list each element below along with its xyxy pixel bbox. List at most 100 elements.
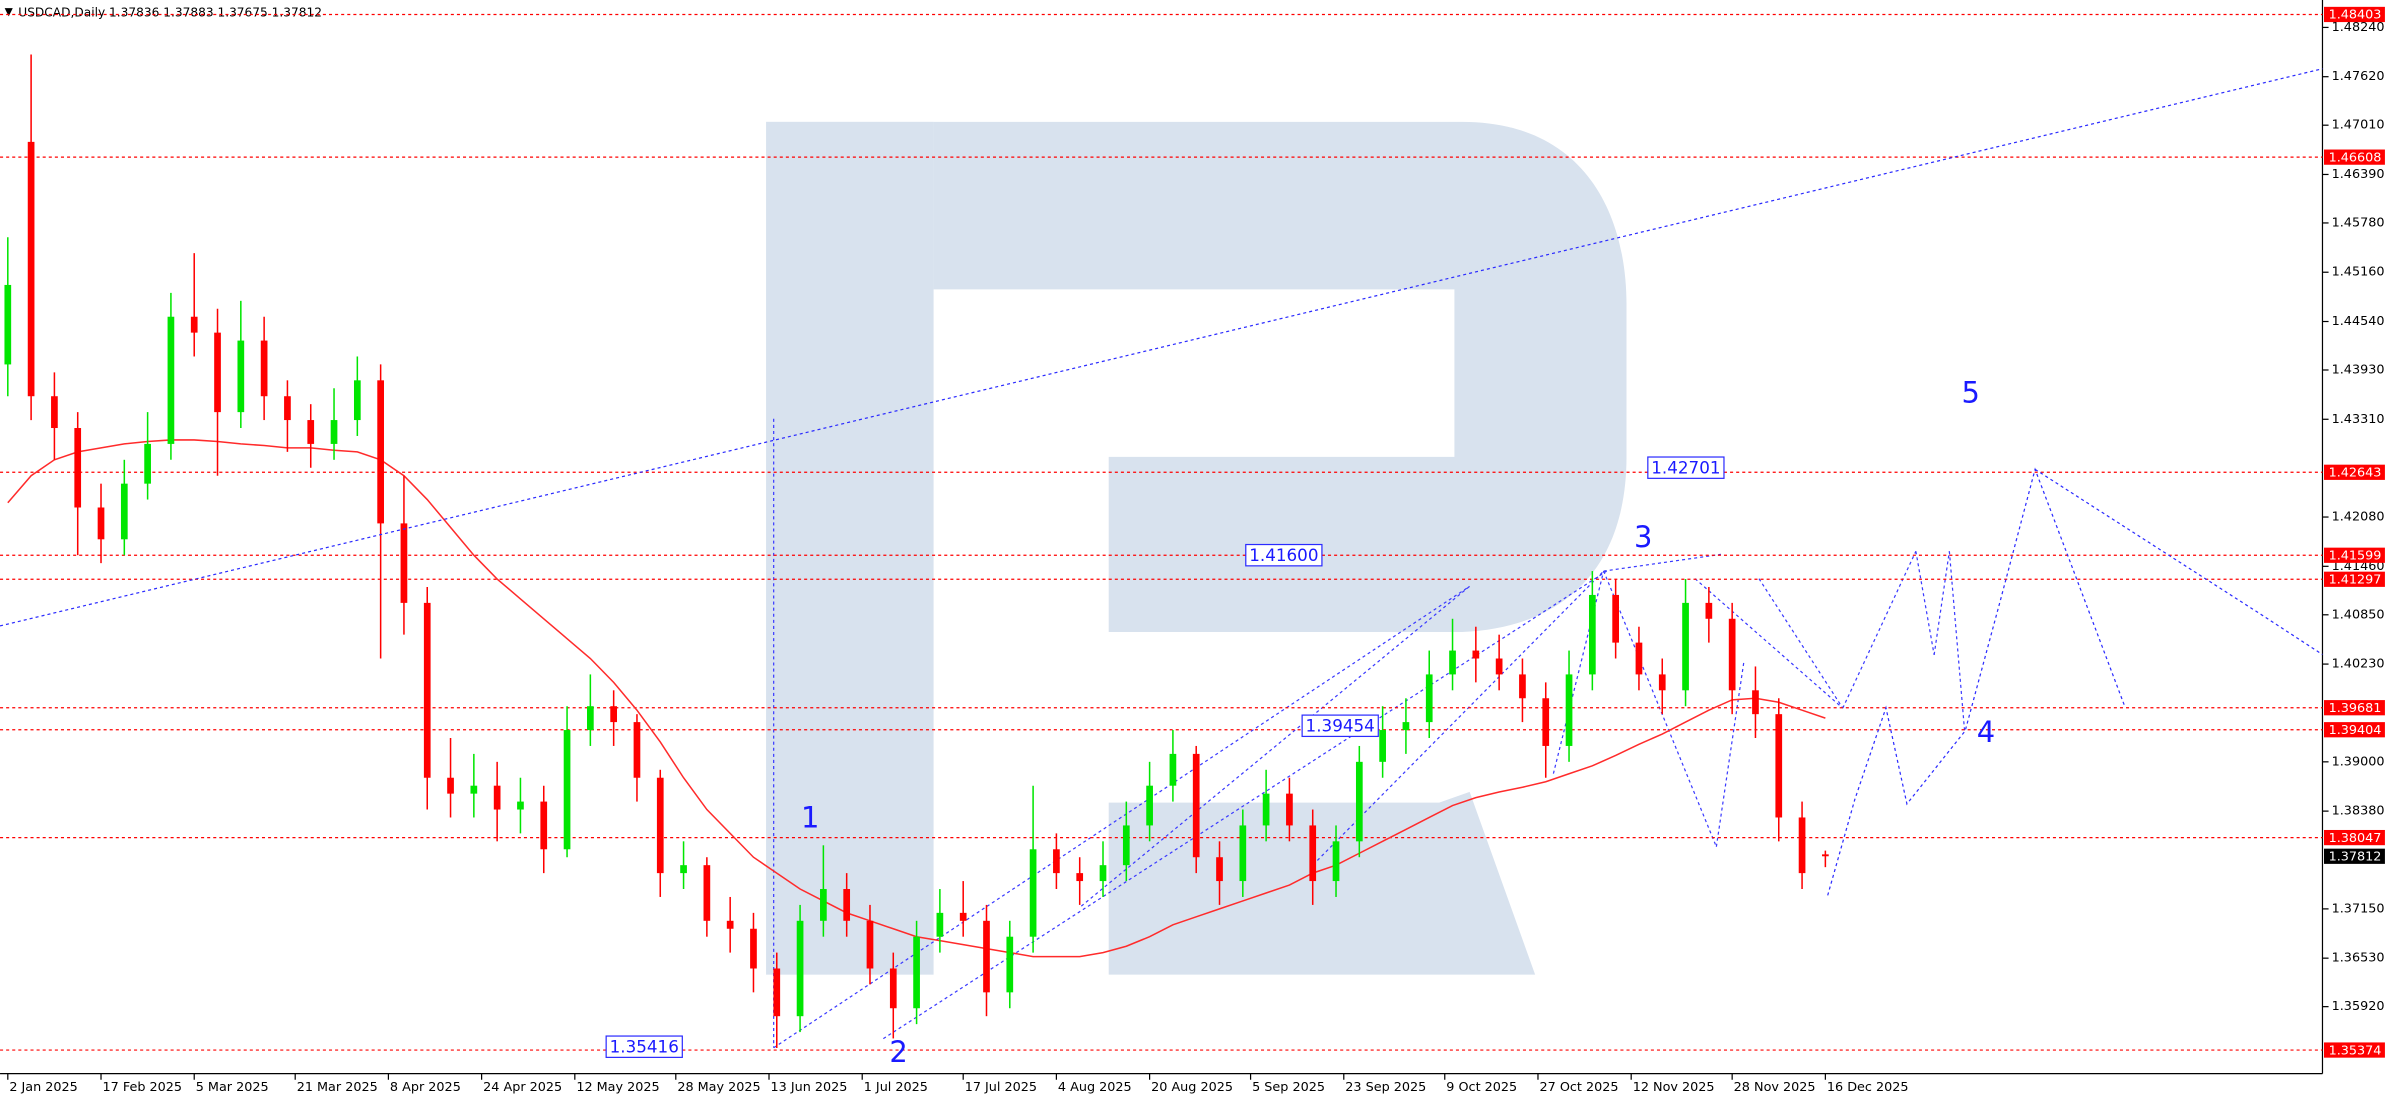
candle-body <box>610 706 618 723</box>
price-annotation-box <box>1245 543 1323 567</box>
level-label-box <box>2324 547 2385 563</box>
candle-body <box>1332 841 1340 882</box>
level-label: 1.41599 <box>2329 549 2382 564</box>
candle-body <box>1355 761 1363 842</box>
wave-line <box>1603 570 1717 847</box>
candle-body <box>796 920 804 1017</box>
y-tick-label: 1.37150 <box>2332 901 2385 916</box>
x-tick-label: 17 Jul 2025 <box>965 1080 1037 1095</box>
price-annotation-box <box>1301 714 1379 738</box>
y-tick-label: 1.48240 <box>2332 20 2385 35</box>
candle-body <box>493 785 501 810</box>
candle-body <box>1169 753 1177 786</box>
y-tick-label: 1.43930 <box>2332 362 2385 377</box>
menu-arrow[interactable]: ▼ <box>5 5 14 18</box>
wave-line <box>1915 551 1935 655</box>
level-label: 1.42643 <box>2329 466 2382 481</box>
x-tick-label: 5 Sep 2025 <box>1252 1080 1325 1095</box>
candle-body <box>167 316 175 444</box>
candle-body <box>1588 594 1596 675</box>
candle-body <box>190 316 198 333</box>
candle-body <box>563 730 571 850</box>
candle-body <box>913 936 920 1009</box>
candle-body <box>1519 674 1526 699</box>
level-label-box <box>2324 829 2385 846</box>
candle-body <box>889 968 897 1009</box>
level-label-box <box>2324 700 2385 716</box>
wave-line <box>1552 570 1605 774</box>
candle-body <box>214 332 221 413</box>
candle-body <box>773 968 781 1017</box>
level-label: 1.39404 <box>2329 723 2382 738</box>
wave-label: 1 <box>801 800 819 834</box>
level-label-box <box>2324 571 2385 587</box>
price-annotation-box <box>1647 456 1725 479</box>
x-tick-label: 20 Aug 2025 <box>1151 1080 1233 1095</box>
x-tick-label: 24 Apr 2025 <box>483 1080 562 1095</box>
x-tick-label: 9 Oct 2025 <box>1446 1080 1517 1095</box>
candle-body <box>1752 690 1759 715</box>
candle-body <box>4 284 12 365</box>
candle-body <box>1053 849 1060 874</box>
candle-body <box>144 443 151 484</box>
level-label: 1.48403 <box>2329 8 2382 23</box>
candle-body <box>1262 793 1270 826</box>
watermark <box>766 121 1627 975</box>
chart-header: USDCAD,Daily 1.37836 1.37883 1.37675 1.3… <box>18 5 322 19</box>
x-tick-label: 12 May 2025 <box>576 1080 659 1095</box>
candle-body <box>307 420 315 444</box>
x-tick-label: 8 Apr 2025 <box>390 1080 461 1095</box>
y-tick-label: 1.36530 <box>2332 951 2385 966</box>
x-tick-label: 27 Oct 2025 <box>1539 1080 1618 1095</box>
y-tick-label: 1.47010 <box>2332 118 2385 133</box>
y-tick-label: 1.46390 <box>2332 167 2385 182</box>
candle-body <box>1122 825 1130 866</box>
wave-line <box>1933 551 1950 655</box>
level-label-box <box>2324 464 2385 480</box>
candle-body <box>1449 650 1456 675</box>
candle-body <box>1425 674 1433 723</box>
candle-body <box>587 706 594 731</box>
watermark-leg <box>1108 791 1536 975</box>
price-annotation: 1.42701 <box>1651 457 1720 477</box>
y-tick-label: 1.43310 <box>2332 412 2385 427</box>
candle-body <box>540 801 548 850</box>
candle-body <box>1309 825 1317 882</box>
candle-body <box>1565 674 1573 746</box>
candle-body <box>517 801 524 810</box>
candle-body <box>1798 817 1806 874</box>
level-label-box <box>2324 149 2385 165</box>
candle-body <box>377 380 384 524</box>
x-tick-label: 28 May 2025 <box>677 1080 760 1095</box>
candle-body <box>1192 753 1200 858</box>
candle-body <box>400 523 408 603</box>
candle-body <box>1728 618 1736 691</box>
x-tick-label: 28 Nov 2025 <box>1734 1080 1816 1095</box>
candle-body <box>1239 825 1247 882</box>
candle-body <box>983 920 990 993</box>
candle-body <box>1216 857 1223 882</box>
candle-body <box>353 380 361 421</box>
watermark-bowl <box>933 121 1627 633</box>
y-tick-label: 1.44540 <box>2332 314 2385 329</box>
candle-body <box>97 507 105 540</box>
wave-line <box>1842 551 1917 709</box>
candle-body <box>120 483 128 540</box>
candle-body <box>1542 698 1550 746</box>
candle-body <box>680 865 687 874</box>
candle-body <box>447 777 454 794</box>
candle-body <box>703 865 711 921</box>
candle-body <box>1006 936 1014 993</box>
level-label-box <box>2324 722 2385 738</box>
candle-body <box>1495 658 1503 675</box>
candle-body <box>260 340 268 397</box>
channel-line <box>1316 570 1605 861</box>
y-tick-label: 1.45160 <box>2332 265 2385 280</box>
level-label-box <box>2324 6 2385 23</box>
y-tick-label: 1.42080 <box>2332 510 2385 525</box>
watermark-stem <box>766 121 934 975</box>
level-label: 1.38047 <box>2329 831 2382 846</box>
level-label: 1.46608 <box>2329 150 2382 165</box>
